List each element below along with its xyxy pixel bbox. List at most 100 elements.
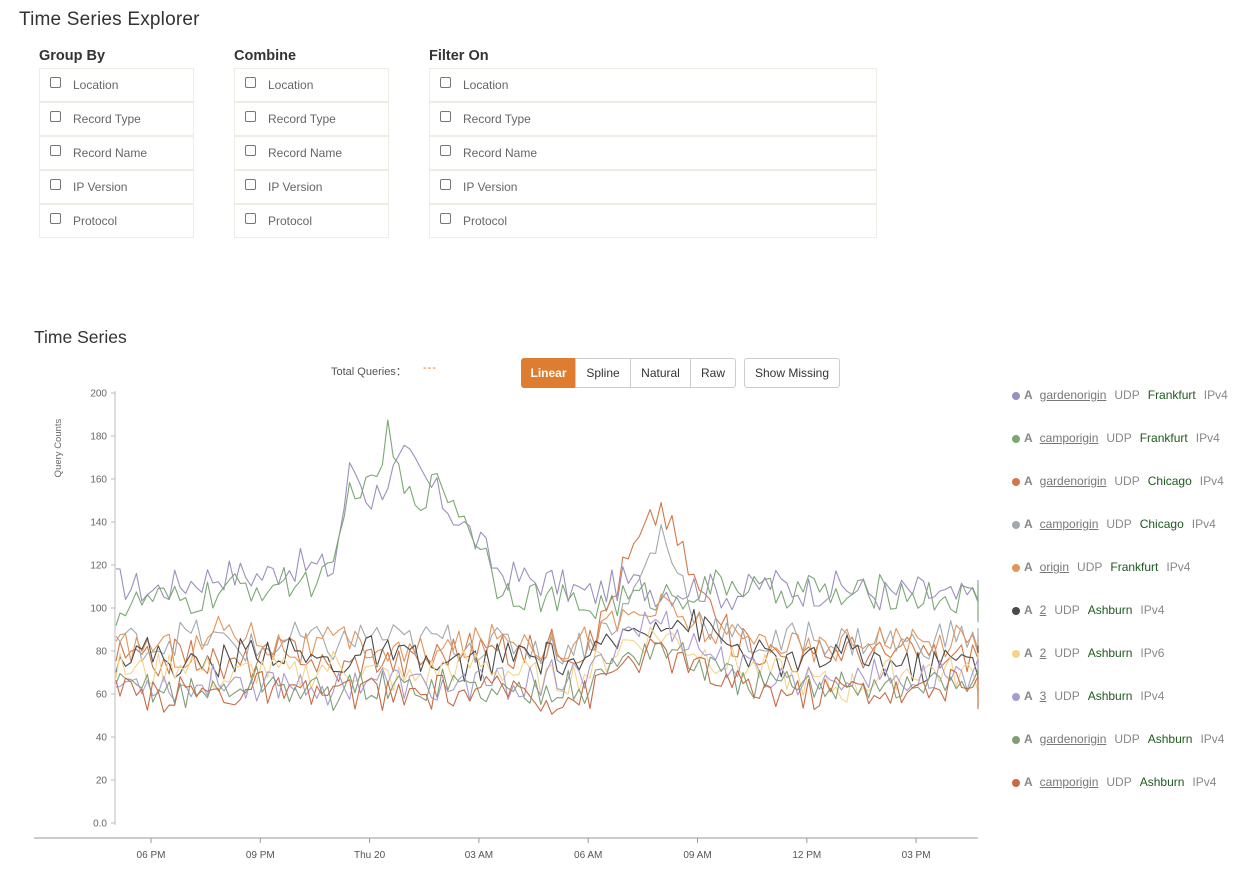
natural-button[interactable]: Natural <box>630 358 691 388</box>
protocol: UDP <box>1114 388 1140 402</box>
option-label: IP Version <box>73 180 128 194</box>
x-tick-label: 09 PM <box>246 850 275 861</box>
filter-record-name-option[interactable]: Record Name <box>429 136 877 170</box>
option-label: Record Type <box>268 112 336 126</box>
series-legend-item[interactable]: A origin UDP Frankfurt IPv4 <box>1012 560 1242 603</box>
combine-record-name-option[interactable]: Record Name <box>234 136 389 170</box>
location: Ashburn <box>1087 646 1133 660</box>
group-by-title: Group By <box>39 48 106 64</box>
combine-protocol-option[interactable]: Protocol <box>234 204 389 238</box>
record-name-link[interactable]: gardenorigin <box>1039 732 1107 746</box>
checkbox[interactable] <box>50 145 61 156</box>
checkbox[interactable] <box>440 111 451 122</box>
protocol: UDP <box>1054 603 1080 617</box>
series-color-dot <box>1012 650 1020 658</box>
record-type: A <box>1024 603 1033 617</box>
series-line <box>115 419 979 626</box>
combine-location-option[interactable]: Location <box>234 68 389 102</box>
x-tick-label: 09 AM <box>683 850 711 861</box>
record-name-link[interactable]: camporigin <box>1039 517 1099 531</box>
protocol: UDP <box>1054 689 1080 703</box>
option-label: Record Name <box>463 146 538 160</box>
y-axis-label: Query Counts <box>53 418 64 477</box>
filter-on-panel: Filter On Location Record Type Record Na… <box>429 47 877 238</box>
checkbox[interactable] <box>50 213 61 224</box>
series-color-dot <box>1012 564 1020 572</box>
checkbox[interactable] <box>245 213 256 224</box>
y-tick-label: 80 <box>96 647 108 658</box>
record-name-link[interactable]: 3 <box>1039 689 1047 703</box>
series-legend-item[interactable]: A 2 UDP Ashburn IPv4 <box>1012 603 1242 646</box>
record-name-link[interactable]: gardenorigin <box>1039 388 1107 402</box>
app-title: Time Series Explorer <box>19 9 200 30</box>
group-by-record-name-option[interactable]: Record Name <box>39 136 194 170</box>
y-tick-label: 140 <box>90 518 107 529</box>
record-name-link[interactable]: origin <box>1039 560 1070 574</box>
checkbox[interactable] <box>245 77 256 88</box>
raw-button[interactable]: Raw <box>690 358 736 388</box>
series-legend-item[interactable]: A gardenorigin UDP Frankfurt IPv4 <box>1012 388 1242 431</box>
protocol: UDP <box>1114 732 1140 746</box>
record-name-link[interactable]: camporigin <box>1039 775 1099 789</box>
y-tick-label: 200 <box>90 389 107 400</box>
location: Frankfurt <box>1147 388 1196 402</box>
series-legend-item[interactable]: A gardenorigin UDP Ashburn IPv4 <box>1012 732 1242 775</box>
group-by-protocol-option[interactable]: Protocol <box>39 204 194 238</box>
record-name-link[interactable]: 2 <box>1039 603 1047 617</box>
series-legend-item[interactable]: A camporigin UDP Frankfurt IPv4 <box>1012 431 1242 474</box>
record-name-link[interactable]: 2 <box>1039 646 1047 660</box>
series-color-dot <box>1012 392 1020 400</box>
checkbox[interactable] <box>440 213 451 224</box>
spline-button[interactable]: Spline <box>575 358 631 388</box>
checkbox[interactable] <box>50 111 61 122</box>
x-tick-label: 12 PM <box>792 850 821 861</box>
linear-button[interactable]: Linear <box>521 358 576 388</box>
ip-version: IPv4 <box>1140 689 1165 703</box>
location: Frankfurt <box>1139 431 1188 445</box>
checkbox[interactable] <box>245 111 256 122</box>
y-tick-label: 180 <box>90 432 107 443</box>
series-legend-item[interactable]: A gardenorigin UDP Chicago IPv4 <box>1012 474 1242 517</box>
total-queries-swatch: --- <box>423 362 437 374</box>
location: Ashburn <box>1087 603 1133 617</box>
combine-ip-version-option[interactable]: IP Version <box>234 170 389 204</box>
y-tick-label: 40 <box>96 733 108 744</box>
series-color-dot <box>1012 607 1020 615</box>
combine-record-type-option[interactable]: Record Type <box>234 102 389 136</box>
series-line <box>115 444 979 623</box>
y-tick-label: 120 <box>90 561 107 572</box>
checkbox[interactable] <box>245 145 256 156</box>
filter-location-option[interactable]: Location <box>429 68 877 102</box>
series-color-dot <box>1012 693 1020 701</box>
option-label: IP Version <box>463 180 518 194</box>
group-by-location-option[interactable]: Location <box>39 68 194 102</box>
checkbox[interactable] <box>440 179 451 190</box>
series-legend-item[interactable]: A 2 UDP Ashburn IPv6 <box>1012 646 1242 689</box>
series-line <box>115 593 979 668</box>
checkbox[interactable] <box>50 179 61 190</box>
option-label: Location <box>268 78 314 92</box>
filter-record-type-option[interactable]: Record Type <box>429 102 877 136</box>
series-legend-item[interactable]: A camporigin UDP Chicago IPv4 <box>1012 517 1242 560</box>
option-label: Record Type <box>463 112 531 126</box>
show-missing-button[interactable]: Show Missing <box>744 358 840 388</box>
group-by-record-type-option[interactable]: Record Type <box>39 102 194 136</box>
checkbox[interactable] <box>245 179 256 190</box>
group-by-ip-version-option[interactable]: IP Version <box>39 170 194 204</box>
filter-protocol-option[interactable]: Protocol <box>429 204 877 238</box>
y-tick-label: 160 <box>90 475 107 486</box>
record-type: A <box>1024 388 1033 402</box>
checkbox[interactable] <box>440 77 451 88</box>
series-legend-item[interactable]: A 3 UDP Ashburn IPv4 <box>1012 689 1242 732</box>
record-name-link[interactable]: gardenorigin <box>1039 474 1107 488</box>
series-line <box>115 610 979 706</box>
checkbox[interactable] <box>440 145 451 156</box>
series-legend: A gardenorigin UDP Frankfurt IPv4 A camp… <box>1012 388 1242 818</box>
checkbox[interactable] <box>50 77 61 88</box>
series-legend-item[interactable]: A camporigin UDP Ashburn IPv4 <box>1012 775 1242 818</box>
filter-ip-version-option[interactable]: IP Version <box>429 170 877 204</box>
protocol: UDP <box>1114 474 1140 488</box>
series-color-dot <box>1012 736 1020 744</box>
record-name-link[interactable]: camporigin <box>1039 431 1099 445</box>
location: Chicago <box>1147 474 1192 488</box>
